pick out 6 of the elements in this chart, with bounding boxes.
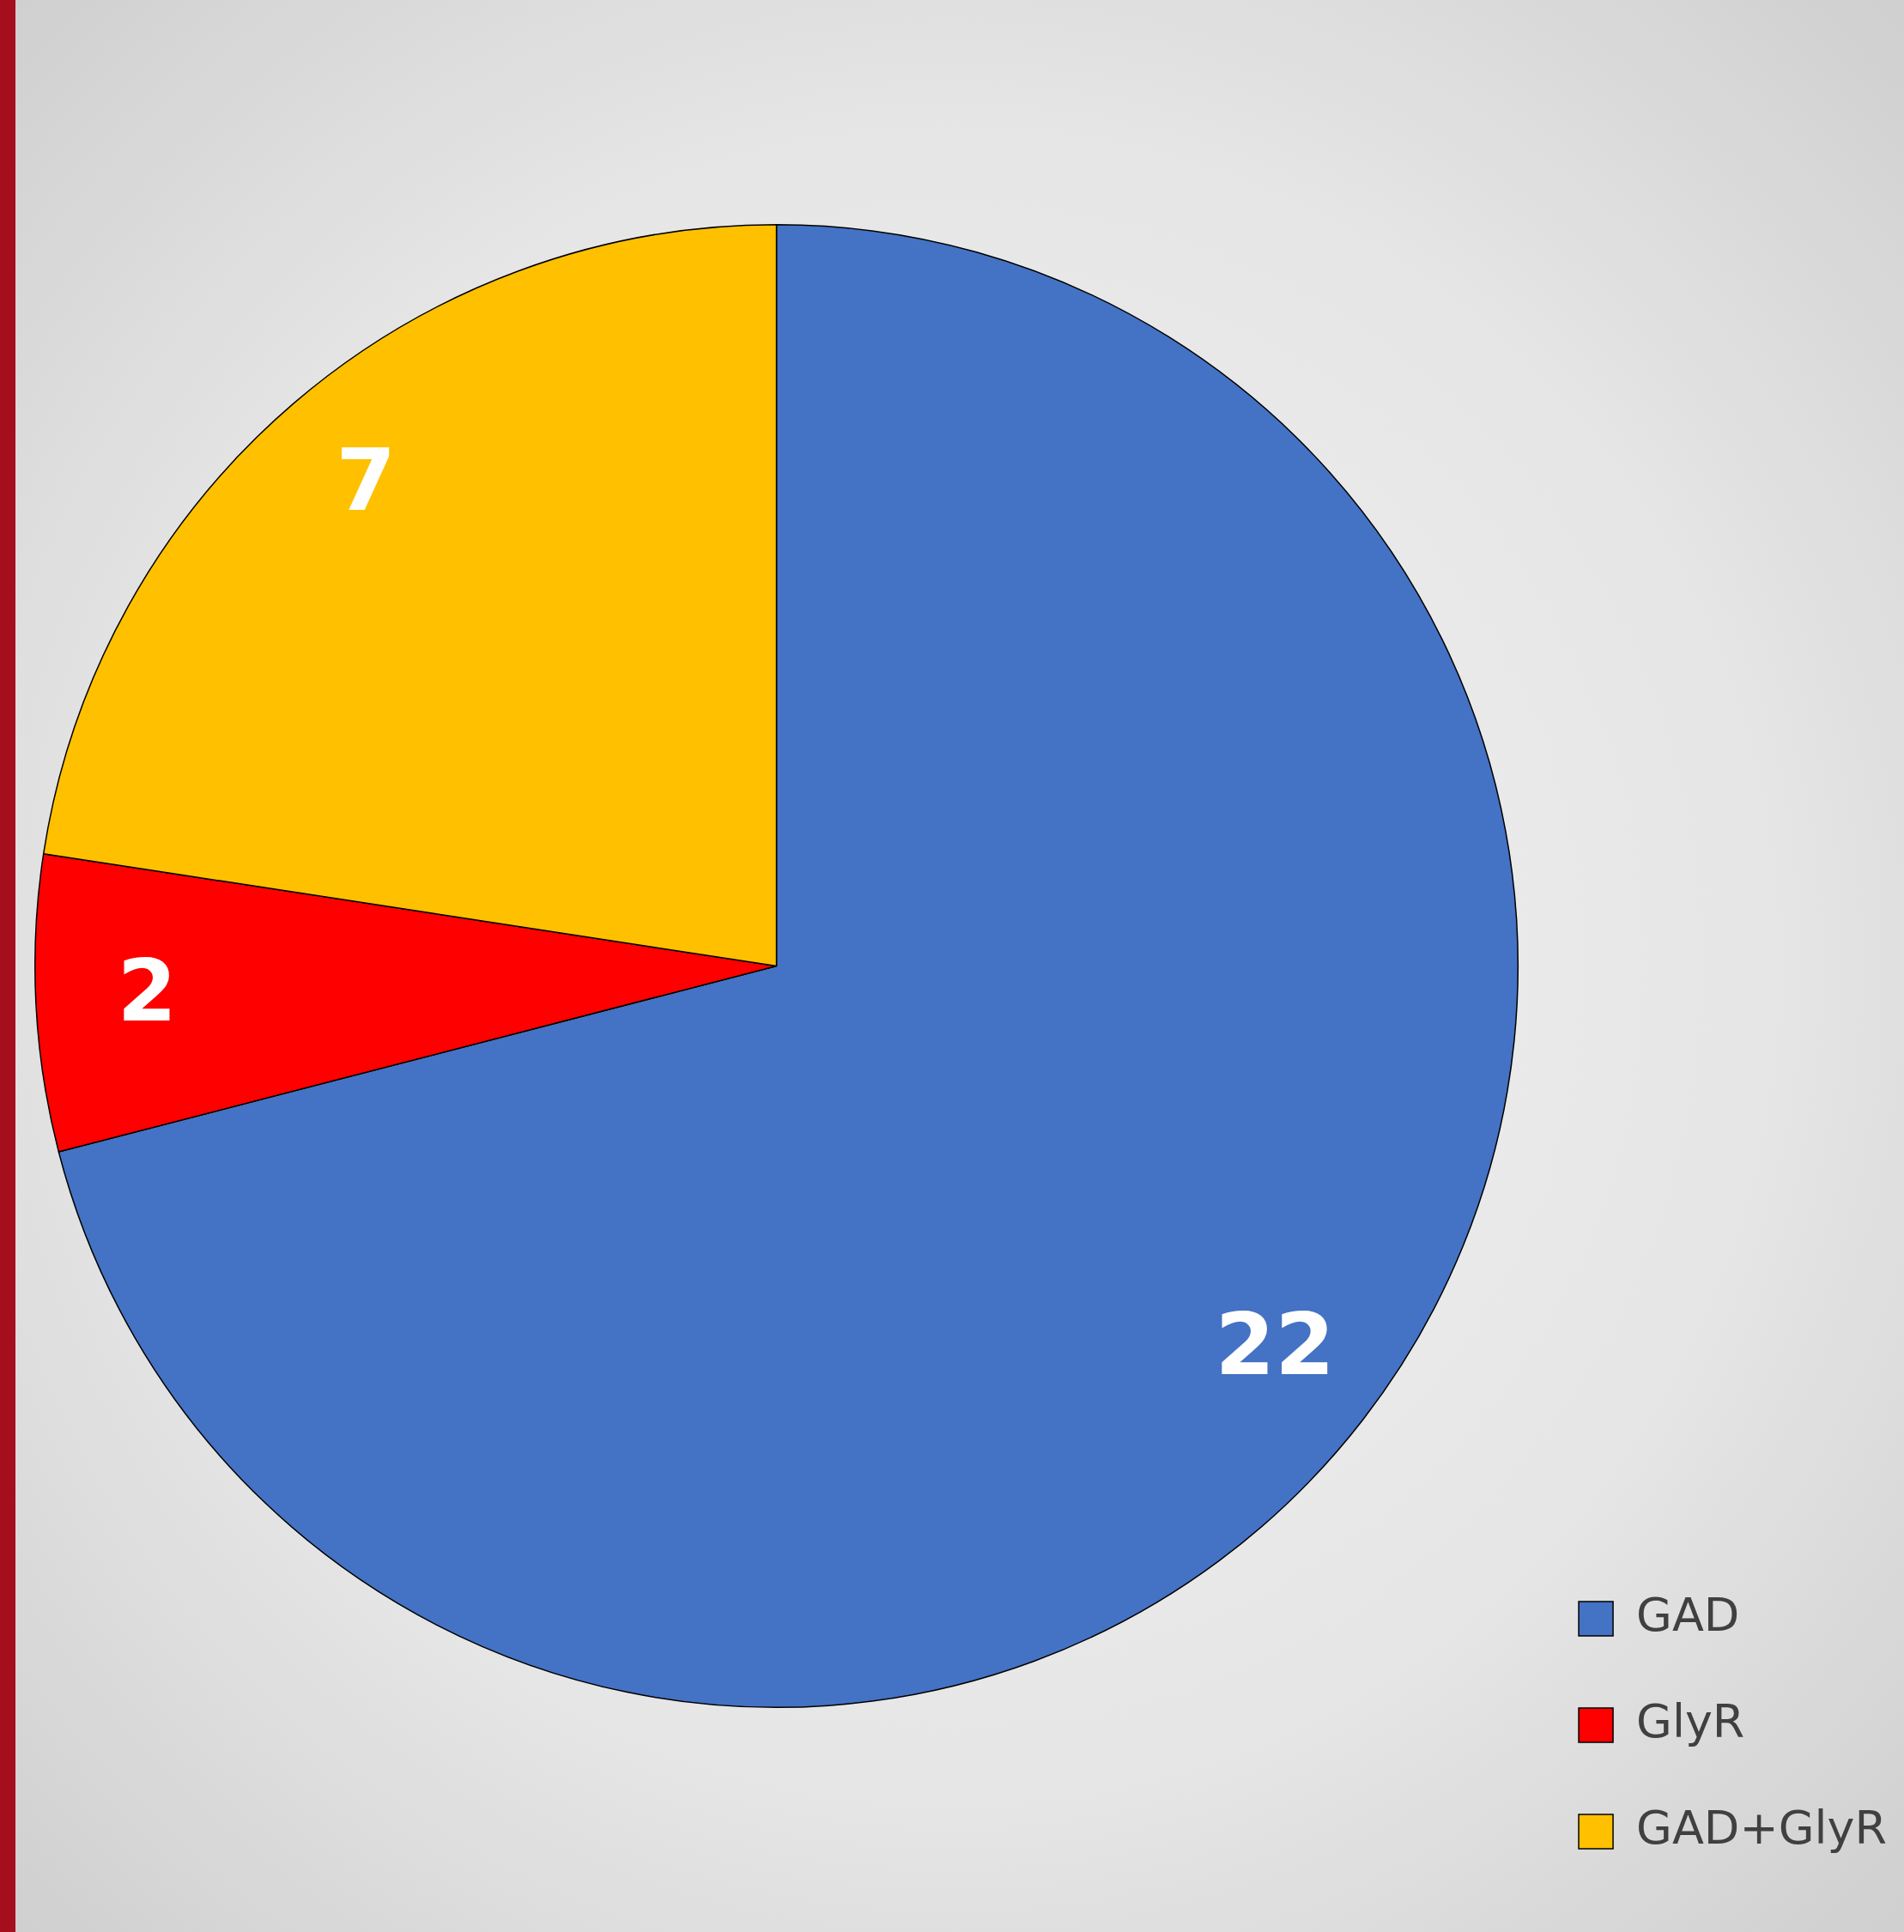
data-label: 22 <box>1215 1293 1335 1395</box>
data-label: 7 <box>336 430 397 531</box>
legend-label: GAD <box>1636 1588 1740 1643</box>
legend-label: GlyR <box>1636 1694 1745 1749</box>
data-label: 2 <box>117 940 178 1041</box>
legend-label: GAD+GlyR <box>1636 1801 1887 1856</box>
